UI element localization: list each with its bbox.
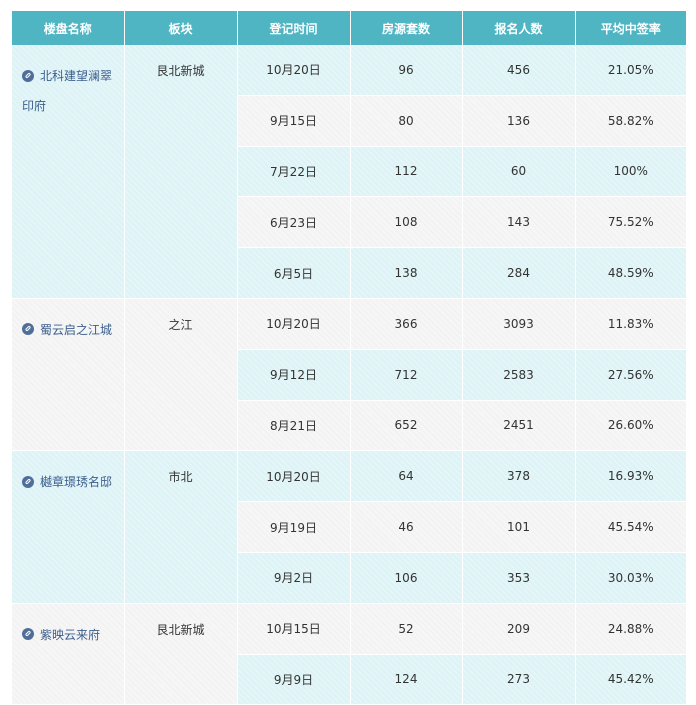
units-cell: 366 xyxy=(350,298,463,350)
rate-cell: 27.56% xyxy=(575,349,686,401)
units-cell: 652 xyxy=(350,400,463,452)
rate-cell: 26.60% xyxy=(575,400,686,452)
units-cell: 64 xyxy=(350,450,463,503)
applicants-cell: 60 xyxy=(462,146,576,198)
region-cell: 艮北新城 xyxy=(124,603,238,705)
date-cell: 10月20日 xyxy=(237,450,351,503)
project-name[interactable]: 北科建望澜翠印府 xyxy=(22,69,113,113)
units-cell: 80 xyxy=(350,95,463,147)
applicants-cell: 136 xyxy=(462,95,576,147)
project-name[interactable]: 樾章璟琇名邸 xyxy=(40,475,113,490)
region-cell: 之江 xyxy=(124,298,238,452)
link-icon xyxy=(22,69,34,82)
date-cell: 6月23日 xyxy=(237,196,351,249)
rate-cell: 45.42% xyxy=(575,654,686,705)
date-cell: 9月2日 xyxy=(237,552,351,604)
applicants-cell: 143 xyxy=(462,196,576,249)
date-cell: 10月15日 xyxy=(237,603,351,655)
units-cell: 46 xyxy=(350,501,463,553)
project-name[interactable]: 蜀云启之江城 xyxy=(40,322,113,337)
header-project-name: 楼盘名称 xyxy=(12,11,125,45)
applicants-cell: 353 xyxy=(462,552,576,604)
rate-cell: 58.82% xyxy=(575,95,686,147)
applicants-cell: 2583 xyxy=(462,349,576,401)
units-cell: 124 xyxy=(350,654,463,705)
applicants-cell: 209 xyxy=(462,603,576,655)
rate-cell: 75.52% xyxy=(575,196,686,249)
units-cell: 52 xyxy=(350,603,463,655)
date-cell: 7月22日 xyxy=(237,146,351,198)
project-name[interactable]: 紫映云来府 xyxy=(40,627,101,642)
units-cell: 112 xyxy=(350,146,463,198)
date-cell: 10月20日 xyxy=(237,45,351,96)
rate-cell: 11.83% xyxy=(575,298,686,350)
date-cell: 9月19日 xyxy=(237,501,351,553)
project-name-cell[interactable]: 蜀云启之江城 xyxy=(12,298,125,452)
date-cell: 9月15日 xyxy=(237,95,351,147)
link-icon xyxy=(22,475,34,488)
table-row: 蜀云启之江城 之江 10月20日 366 3093 11.83% xyxy=(12,298,686,452)
applicants-cell: 2451 xyxy=(462,400,576,452)
table-row: 9月12日 712 2583 27.56% xyxy=(12,349,686,401)
header-applicant-count: 报名人数 xyxy=(462,11,576,45)
lottery-table-container: 楼盘名称 板块 登记时间 房源套数 报名人数 平均中签率 北科建望澜翠印府 艮北… xyxy=(12,11,686,705)
table-row: 紫映云来府 艮北新城 10月15日 52 209 24.88% xyxy=(12,603,686,705)
table-row: 9月15日 80 136 58.82% xyxy=(12,95,686,147)
region-cell: 市北 xyxy=(124,450,238,604)
header-region: 板块 xyxy=(124,11,238,45)
rate-cell: 24.88% xyxy=(575,603,686,655)
table-row: 樾章璟琇名邸 市北 10月20日 64 378 16.93% xyxy=(12,450,686,604)
rate-cell: 45.54% xyxy=(575,501,686,553)
date-cell: 9月12日 xyxy=(237,349,351,401)
link-icon xyxy=(22,628,34,641)
rate-cell: 100% xyxy=(575,146,686,198)
table-row: 9月2日 106 353 30.03% xyxy=(12,552,686,604)
rate-cell: 30.03% xyxy=(575,552,686,604)
rate-cell: 48.59% xyxy=(575,247,686,299)
units-cell: 106 xyxy=(350,552,463,604)
table-row: 6月5日 138 284 48.59% xyxy=(12,247,686,299)
lottery-table: 楼盘名称 板块 登记时间 房源套数 报名人数 平均中签率 北科建望澜翠印府 艮北… xyxy=(12,11,686,705)
header-row: 楼盘名称 板块 登记时间 房源套数 报名人数 平均中签率 xyxy=(12,11,686,45)
date-cell: 9月9日 xyxy=(237,654,351,705)
project-name-cell[interactable]: 紫映云来府 xyxy=(12,603,125,705)
applicants-cell: 3093 xyxy=(462,298,576,350)
table-row: 7月22日 112 60 100% xyxy=(12,146,686,198)
link-icon xyxy=(22,323,34,336)
units-cell: 96 xyxy=(350,45,463,96)
units-cell: 712 xyxy=(350,349,463,401)
table-row: 8月21日 652 2451 26.60% xyxy=(12,400,686,452)
header-average-win-rate: 平均中签率 xyxy=(575,11,686,45)
table-row: 6月23日 108 143 75.52% xyxy=(12,196,686,249)
date-cell: 6月5日 xyxy=(237,247,351,299)
applicants-cell: 378 xyxy=(462,450,576,503)
table-row: 北科建望澜翠印府 艮北新城 10月20日 96 456 21.05% xyxy=(12,45,686,299)
applicants-cell: 101 xyxy=(462,501,576,553)
rate-cell: 16.93% xyxy=(575,450,686,503)
applicants-cell: 273 xyxy=(462,654,576,705)
applicants-cell: 284 xyxy=(462,247,576,299)
header-registration-date: 登记时间 xyxy=(237,11,351,45)
table-row: 9月9日 124 273 45.42% xyxy=(12,654,686,705)
date-cell: 10月20日 xyxy=(237,298,351,350)
units-cell: 108 xyxy=(350,196,463,249)
applicants-cell: 456 xyxy=(462,45,576,96)
region-cell: 艮北新城 xyxy=(124,45,238,299)
project-name-cell[interactable]: 樾章璟琇名邸 xyxy=(12,450,125,604)
date-cell: 8月21日 xyxy=(237,400,351,452)
project-name-cell[interactable]: 北科建望澜翠印府 xyxy=(12,45,125,299)
units-cell: 138 xyxy=(350,247,463,299)
rate-cell: 21.05% xyxy=(575,45,686,96)
header-unit-count: 房源套数 xyxy=(350,11,463,45)
table-row: 9月19日 46 101 45.54% xyxy=(12,501,686,553)
